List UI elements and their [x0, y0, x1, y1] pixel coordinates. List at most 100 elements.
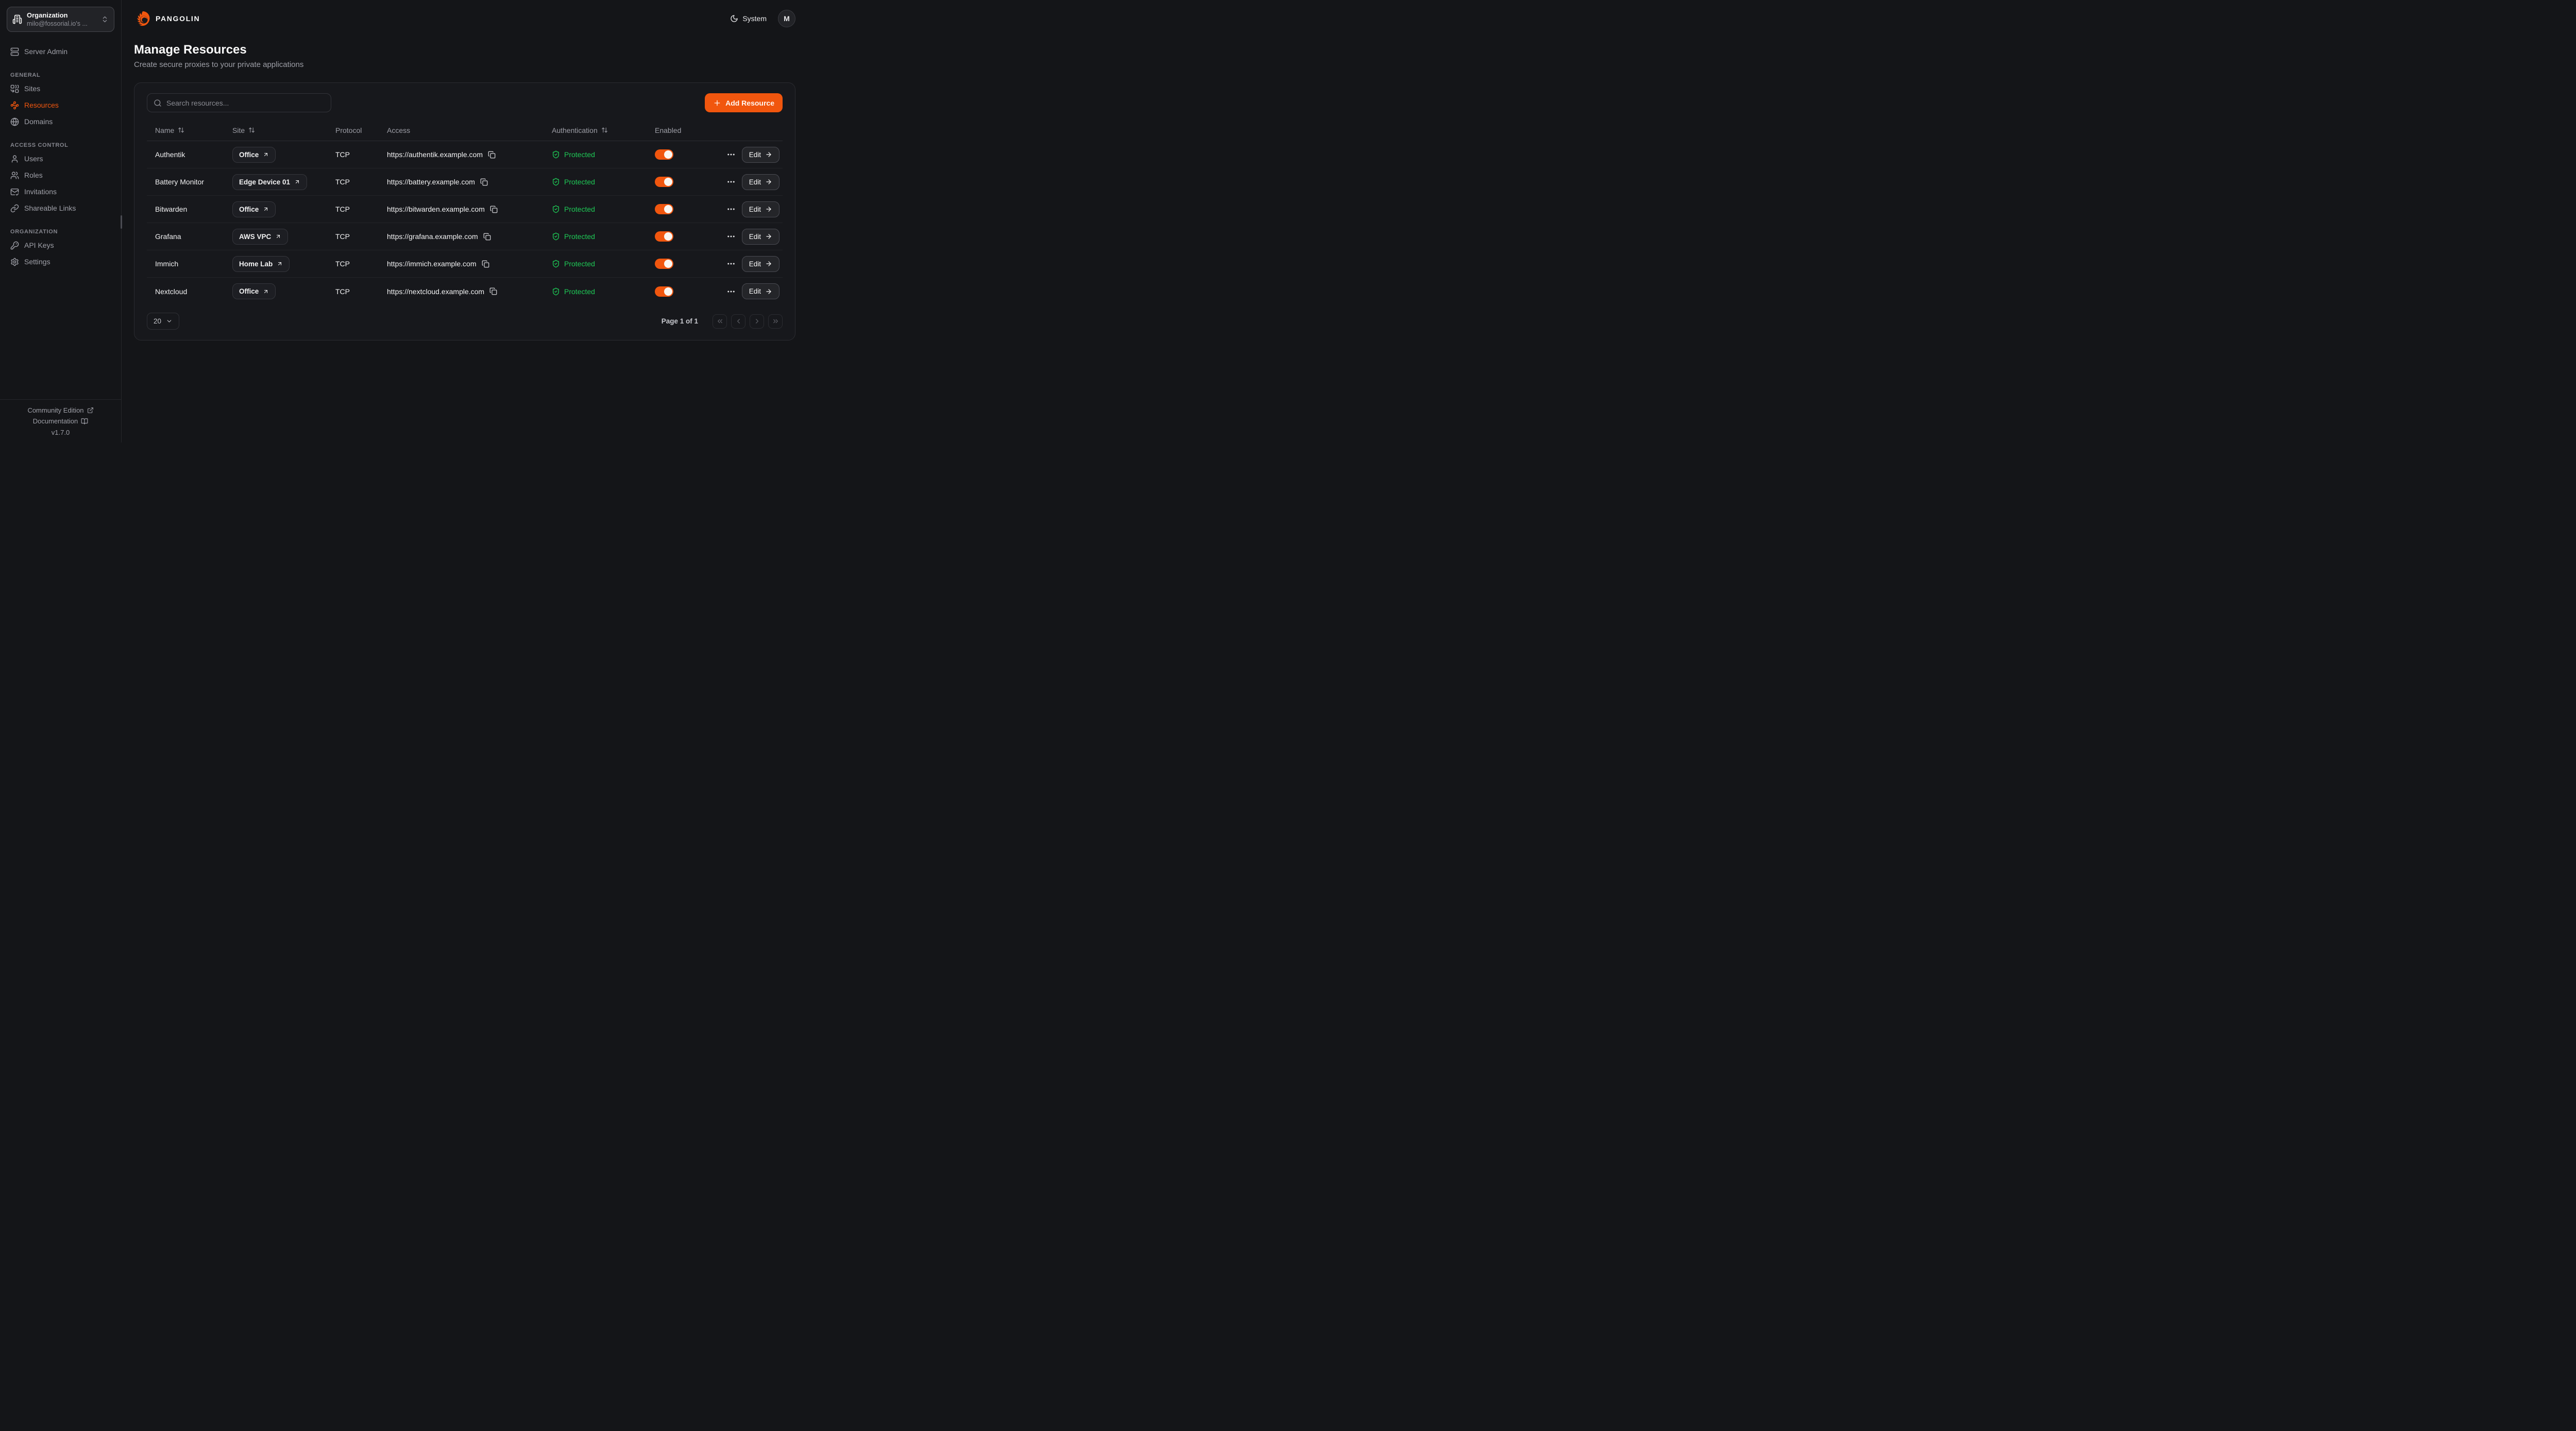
- access-url: https://nextcloud.example.com: [387, 287, 485, 296]
- resource-name: Bitwarden: [155, 205, 188, 213]
- arrow-up-right-icon: [277, 261, 283, 267]
- copy-icon: [483, 233, 491, 241]
- sidebar-item-api-keys[interactable]: API Keys: [7, 238, 114, 252]
- topbar: PANGOLIN System M: [122, 0, 808, 37]
- copy-url-button[interactable]: [490, 206, 498, 213]
- sidebar: Organization milo@fossorial.io's ... Ser…: [0, 0, 122, 442]
- protocol-cell: TCP: [327, 232, 379, 241]
- column-header-authentication[interactable]: Authentication: [544, 126, 647, 134]
- sidebar-item-server-admin[interactable]: Server Admin: [7, 44, 114, 59]
- add-resource-button[interactable]: Add Resource: [705, 93, 783, 112]
- search-input[interactable]: [166, 98, 325, 107]
- next-page-button[interactable]: [750, 314, 764, 329]
- sidebar-item-label: Domains: [24, 117, 53, 126]
- copy-url-button[interactable]: [483, 233, 491, 241]
- enabled-toggle[interactable]: [655, 259, 673, 269]
- sort-icon: [248, 127, 255, 133]
- copy-url-button[interactable]: [489, 287, 497, 295]
- table-row: Bitwarden Office TCP https://bitwarden.exam…: [147, 196, 783, 223]
- row-menu-button[interactable]: [725, 176, 737, 188]
- edit-button[interactable]: Edit: [741, 201, 779, 217]
- sidebar-item-sites[interactable]: Sites: [7, 81, 114, 96]
- theme-toggle[interactable]: System: [730, 14, 767, 23]
- column-header-site[interactable]: Site: [224, 126, 327, 134]
- site-link-button[interactable]: Edge Device 01: [232, 174, 308, 190]
- page-size-select[interactable]: 20: [147, 313, 180, 330]
- site-link-button[interactable]: Office: [232, 201, 276, 217]
- resources-icon: [10, 101, 19, 110]
- resource-name-cell: Nextcloud: [147, 287, 224, 296]
- documentation-link[interactable]: Documentation: [4, 416, 117, 427]
- edit-label: Edit: [749, 287, 761, 295]
- row-menu-button[interactable]: [725, 231, 737, 242]
- sidebar-item-label: Sites: [24, 84, 41, 93]
- edit-button[interactable]: Edit: [741, 146, 779, 163]
- site-link-button[interactable]: Home Lab: [232, 255, 290, 272]
- site-name: Home Lab: [239, 260, 273, 268]
- version-label: v1.7.0: [51, 429, 70, 436]
- gear-icon: [10, 258, 19, 266]
- ellipsis-icon: [726, 205, 736, 214]
- copy-url-button[interactable]: [480, 178, 488, 186]
- main-area: PANGOLIN System M Manage Resources Creat…: [122, 0, 808, 442]
- edit-button[interactable]: Edit: [741, 255, 779, 272]
- org-selector[interactable]: Organization milo@fossorial.io's ...: [7, 7, 114, 32]
- copy-icon: [480, 178, 488, 186]
- page-size-value: 20: [154, 317, 162, 325]
- sidebar-item-resources[interactable]: Resources: [7, 98, 114, 112]
- resource-name: Battery Monitor: [155, 178, 204, 186]
- enabled-toggle[interactable]: [655, 286, 673, 297]
- enabled-cell: [647, 286, 714, 297]
- last-page-button[interactable]: [768, 314, 783, 329]
- edit-button[interactable]: Edit: [741, 174, 779, 190]
- column-header-name[interactable]: Name: [147, 126, 224, 134]
- copy-url-button[interactable]: [488, 151, 496, 159]
- edit-button[interactable]: Edit: [741, 283, 779, 299]
- protocol-value: TCP: [335, 287, 350, 296]
- column-header-access: Access: [379, 126, 544, 134]
- enabled-toggle[interactable]: [655, 177, 673, 187]
- sidebar-item-invitations[interactable]: Invitations: [7, 184, 114, 199]
- sidebar-item-label: Settings: [24, 258, 50, 266]
- site-link-button[interactable]: Office: [232, 146, 276, 163]
- avatar[interactable]: M: [778, 10, 795, 27]
- row-menu-button[interactable]: [725, 286, 737, 297]
- page-head: Manage Resources Create secure proxies t…: [122, 37, 808, 69]
- actions-cell: Edit: [714, 255, 783, 272]
- sidebar-item-shareable-links[interactable]: Shareable Links: [7, 201, 114, 215]
- enabled-toggle[interactable]: [655, 231, 673, 242]
- prev-page-button[interactable]: [731, 314, 745, 329]
- sidebar-resize-handle[interactable]: [121, 215, 122, 229]
- row-menu-button[interactable]: [725, 149, 737, 160]
- authentication-cell: Protected: [544, 178, 647, 186]
- org-title: Organization: [27, 11, 68, 19]
- row-menu-button[interactable]: [725, 258, 737, 269]
- ellipsis-icon: [726, 259, 736, 268]
- sidebar-item-label: Invitations: [24, 188, 57, 196]
- table-row: Immich Home Lab TCP https://immich.example.…: [147, 250, 783, 278]
- brand: PANGOLIN: [134, 10, 200, 27]
- sort-icon: [178, 127, 184, 133]
- enabled-toggle[interactable]: [655, 149, 673, 160]
- table-row: Battery Monitor Edge Device 01 TCP https://…: [147, 168, 783, 196]
- first-page-button[interactable]: [713, 314, 727, 329]
- row-menu-button[interactable]: [725, 203, 737, 215]
- sites-icon: [10, 84, 19, 93]
- community-edition-link[interactable]: Community Edition: [4, 405, 117, 416]
- edit-button[interactable]: Edit: [741, 228, 779, 245]
- sidebar-item-users[interactable]: Users: [7, 151, 114, 166]
- sidebar-item-domains[interactable]: Domains: [7, 114, 114, 129]
- arrow-up-right-icon: [263, 288, 269, 295]
- sidebar-item-settings[interactable]: Settings: [7, 254, 114, 269]
- access-url: https://battery.example.com: [387, 178, 475, 186]
- enabled-cell: [647, 204, 714, 214]
- site-link-button[interactable]: Office: [232, 283, 276, 299]
- sidebar-item-roles[interactable]: Roles: [7, 168, 114, 182]
- resource-name-cell: Grafana: [147, 232, 224, 241]
- enabled-toggle[interactable]: [655, 204, 673, 214]
- site-link-button[interactable]: AWS VPC: [232, 228, 289, 245]
- protocol-value: TCP: [335, 205, 350, 213]
- copy-url-button[interactable]: [482, 260, 489, 268]
- copy-icon: [482, 260, 489, 268]
- chevron-right-icon: [753, 317, 761, 325]
